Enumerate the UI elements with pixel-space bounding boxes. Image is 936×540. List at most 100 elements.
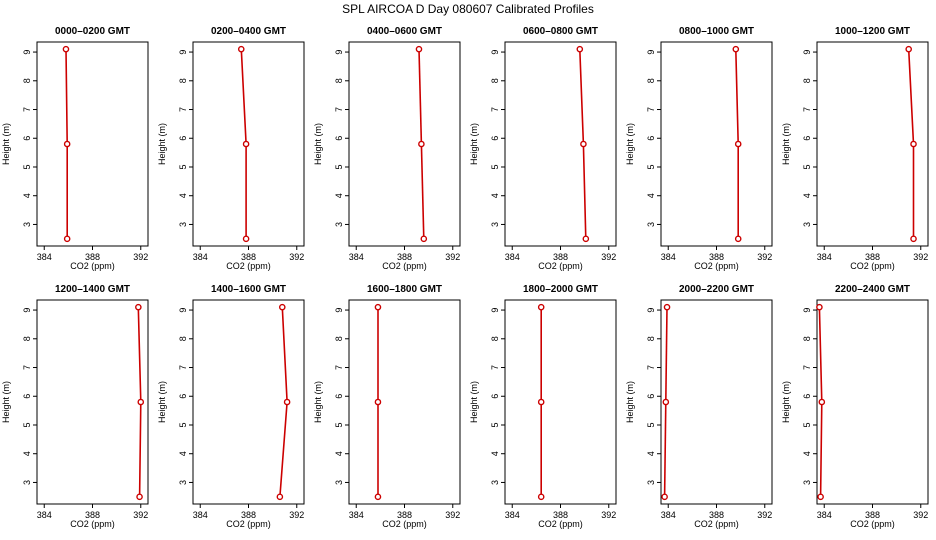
data-point xyxy=(663,303,671,311)
y-tick-label: 6 xyxy=(178,136,188,141)
panel-title: 0600–0800 GMT xyxy=(523,26,598,37)
y-tick-label: 4 xyxy=(490,451,500,456)
y-tick-label: 7 xyxy=(334,365,344,370)
panel: 0200–0400 GMT 384 388 392 3 4 5 6 7 8 9 CO2 (ppm) He… xyxy=(157,26,305,271)
y-tick-label: 3 xyxy=(490,222,500,227)
plot-frame xyxy=(504,299,617,505)
x-axis-label: CO2 (ppm) xyxy=(850,261,895,271)
data-point xyxy=(242,140,250,148)
y-axis-label: Height (m) xyxy=(1,123,11,165)
y-tick-label: 5 xyxy=(22,164,32,169)
panel: 0000–0200 GMT 384 388 392 3 4 5 6 7 8 9 CO2 (ppm) He… xyxy=(1,26,149,271)
y-tick-label: 9 xyxy=(22,308,32,313)
data-point xyxy=(818,398,826,406)
x-axis-label: CO2 (ppm) xyxy=(382,261,427,271)
x-axis-label: CO2 (ppm) xyxy=(538,519,583,529)
y-tick-label: 6 xyxy=(490,394,500,399)
y-tick-label: 9 xyxy=(646,50,656,55)
panel: 0600–0800 GMT 384 388 392 3 4 5 6 7 8 9 CO2 (ppm) He… xyxy=(469,26,617,271)
x-tick-label: 392 xyxy=(133,510,148,520)
y-axis-label: Height (m) xyxy=(625,123,635,165)
y-tick-label: 9 xyxy=(334,50,344,55)
plot-frame xyxy=(348,299,461,505)
data-point xyxy=(817,493,824,501)
data-point xyxy=(420,235,428,243)
y-tick-label: 8 xyxy=(178,78,188,83)
y-tick-label: 3 xyxy=(646,480,656,485)
panel-title: 2000–2200 GMT xyxy=(679,284,754,295)
panel-title: 1000–1200 GMT xyxy=(835,26,910,37)
plot-frame xyxy=(660,41,773,247)
panel: 1200–1400 GMT 384 388 392 3 4 5 6 7 8 9 CO2 (ppm) He… xyxy=(1,284,149,529)
data-point xyxy=(283,398,291,406)
y-tick-label: 6 xyxy=(646,136,656,141)
y-tick-label: 3 xyxy=(802,222,812,227)
y-tick-label: 7 xyxy=(22,365,32,370)
data-point xyxy=(582,235,590,243)
data-point xyxy=(278,303,286,311)
y-tick-label: 6 xyxy=(178,394,188,399)
x-tick-label: 384 xyxy=(661,252,676,262)
y-tick-label: 7 xyxy=(802,107,812,112)
x-axis-label: CO2 (ppm) xyxy=(538,261,583,271)
y-tick-label: 5 xyxy=(334,164,344,169)
data-point xyxy=(374,303,382,311)
data-point xyxy=(62,45,70,53)
y-tick-label: 5 xyxy=(178,164,188,169)
y-tick-label: 8 xyxy=(490,336,500,341)
y-tick-label: 8 xyxy=(178,336,188,341)
x-tick-label: 384 xyxy=(37,510,52,520)
y-tick-label: 5 xyxy=(22,422,32,427)
panel-title: 1400–1600 GMT xyxy=(211,284,286,295)
plot-frame xyxy=(36,41,149,247)
x-tick-label: 384 xyxy=(349,252,364,262)
data-point xyxy=(63,235,71,243)
y-tick-label: 4 xyxy=(178,193,188,198)
x-tick-label: 392 xyxy=(289,252,304,262)
x-tick-label: 388 xyxy=(397,252,412,262)
y-tick-label: 3 xyxy=(646,222,656,227)
y-axis-label: Height (m) xyxy=(469,381,479,423)
x-tick-label: 392 xyxy=(913,252,928,262)
y-tick-label: 9 xyxy=(490,50,500,55)
panel-title: 0800–1000 GMT xyxy=(679,26,754,37)
y-tick-label: 4 xyxy=(802,451,812,456)
data-point xyxy=(137,398,145,406)
y-tick-label: 7 xyxy=(802,365,812,370)
data-point xyxy=(661,493,668,501)
y-tick-label: 6 xyxy=(490,136,500,141)
data-point xyxy=(537,398,545,406)
y-tick-label: 9 xyxy=(802,50,812,55)
panel-title: 1600–1800 GMT xyxy=(367,284,442,295)
x-axis-label: CO2 (ppm) xyxy=(70,519,115,529)
y-tick-label: 4 xyxy=(646,193,656,198)
y-tick-label: 8 xyxy=(802,336,812,341)
x-tick-label: 388 xyxy=(709,510,724,520)
panel-title: 2200–2400 GMT xyxy=(835,284,910,295)
x-tick-label: 384 xyxy=(505,252,520,262)
y-tick-label: 6 xyxy=(22,394,32,399)
x-axis-label: CO2 (ppm) xyxy=(382,519,427,529)
y-tick-label: 5 xyxy=(646,164,656,169)
y-tick-label: 9 xyxy=(178,50,188,55)
y-axis-label: Height (m) xyxy=(781,381,791,423)
y-tick-label: 9 xyxy=(334,308,344,313)
y-axis-label: Height (m) xyxy=(313,123,323,165)
y-tick-label: 4 xyxy=(22,193,32,198)
y-tick-label: 6 xyxy=(802,394,812,399)
data-point xyxy=(136,493,143,501)
data-point xyxy=(135,303,142,311)
y-axis-label: Height (m) xyxy=(1,381,11,423)
y-tick-label: 9 xyxy=(178,308,188,313)
x-tick-label: 392 xyxy=(133,252,148,262)
y-tick-label: 5 xyxy=(646,422,656,427)
x-axis-label: CO2 (ppm) xyxy=(850,519,895,529)
x-tick-label: 388 xyxy=(709,252,724,262)
data-point xyxy=(910,235,917,243)
panel-title: 0400–0600 GMT xyxy=(367,26,442,37)
y-tick-label: 5 xyxy=(334,422,344,427)
y-tick-label: 3 xyxy=(802,480,812,485)
data-point xyxy=(242,235,250,243)
data-point xyxy=(415,45,423,53)
